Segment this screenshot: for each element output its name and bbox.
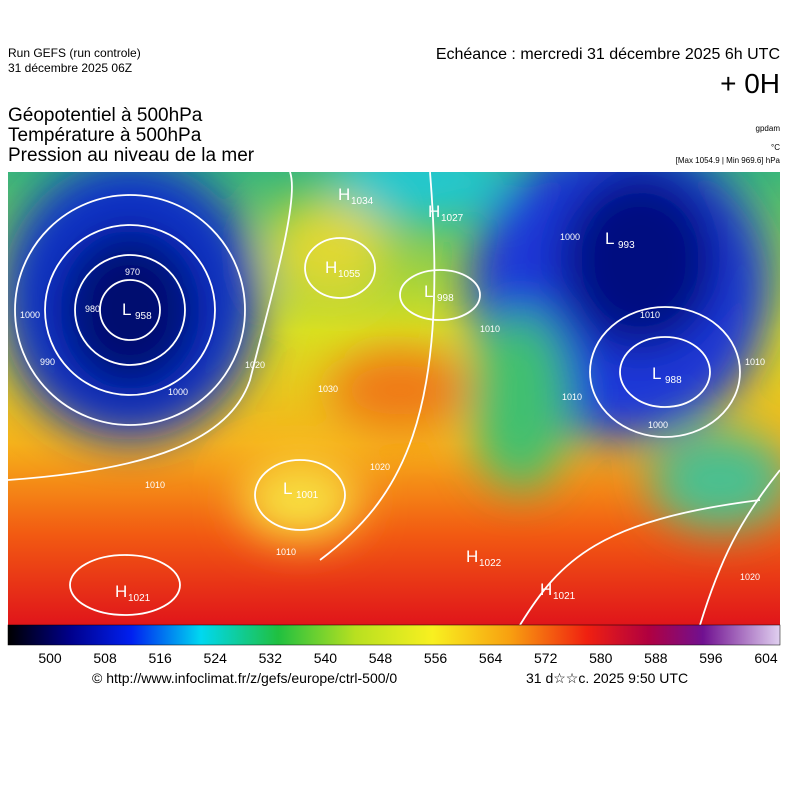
isobar-label: 1010 [276, 547, 296, 557]
isobar-label: 1000 [648, 420, 668, 430]
center-kind: L [122, 300, 131, 319]
isobar-label: 1020 [370, 462, 390, 472]
colorbar-label: 572 [534, 650, 558, 666]
center-kind: H [466, 547, 478, 566]
colorbar-label: 604 [754, 650, 778, 666]
center-kind: H [115, 582, 127, 601]
field [8, 172, 780, 625]
colorbar-label: 564 [479, 650, 503, 666]
unit: gpdam [755, 124, 780, 133]
center-kind: H [338, 185, 350, 204]
center-value: 1001 [296, 490, 319, 501]
center-kind: L [283, 479, 292, 498]
isobar-label: 970 [125, 267, 140, 277]
center-value: 1022 [479, 558, 502, 569]
isobar-label: 1030 [318, 384, 338, 394]
colorbar-label: 588 [644, 650, 668, 666]
center-value: 998 [437, 293, 454, 304]
colorbar-label: 516 [148, 650, 172, 666]
colorbar-label: 500 [38, 650, 62, 666]
run-date: 31 décembre 2025 06Z [8, 61, 133, 75]
title: Pression au niveau de la mer [8, 145, 255, 166]
echeance: Echéance : mercredi 31 décembre 2025 6h … [435, 46, 780, 63]
center-value: 1021 [128, 593, 151, 604]
colorbar-label: 508 [93, 650, 117, 666]
center-value: 1034 [351, 196, 374, 207]
colorbar-label: 540 [314, 650, 338, 666]
unit: °C [771, 143, 780, 152]
isobar-label: 980 [85, 304, 100, 314]
isobar-label: 1010 [562, 392, 582, 402]
colorbar-label: 524 [204, 650, 228, 666]
colorbar-label: 548 [369, 650, 393, 666]
center-kind: L [424, 282, 433, 301]
center-kind: H [428, 202, 440, 221]
isobar-label: 1010 [640, 310, 660, 320]
isobar-label: 1020 [740, 572, 760, 582]
center-value: 958 [135, 311, 152, 322]
center-kind: H [325, 258, 337, 277]
colorbar-label: 580 [589, 650, 613, 666]
title: Géopotentiel à 500hPa [8, 105, 203, 126]
isobar-label: 1000 [168, 387, 188, 397]
center-value: 988 [665, 375, 682, 386]
run: Run GEFS (run controle) [8, 46, 141, 60]
colorbar-label: 556 [424, 650, 448, 666]
isobar-label: 1010 [480, 324, 500, 334]
center-value: 1055 [338, 269, 361, 280]
colorbar-label: 532 [259, 650, 283, 666]
timestamp: 31 d☆☆c. 2025 9:50 UTC [526, 670, 689, 686]
isobar-label: 1010 [145, 480, 165, 490]
unit: [Max 1054.9 | Min 969.6] hPa [675, 156, 780, 165]
isobar-label: 1020 [245, 360, 265, 370]
center-kind: L [605, 229, 614, 248]
isobar-label: 990 [40, 357, 55, 367]
center-kind: L [652, 364, 661, 383]
isobar-label: 1010 [745, 357, 765, 367]
center-value: 1027 [441, 213, 464, 224]
lead: + 0H [720, 68, 780, 99]
title: Température à 500hPa [8, 125, 202, 146]
center-value: 993 [618, 240, 635, 251]
credit: © http://www.infoclimat.fr/z/gefs/europe… [92, 670, 398, 686]
center-value: 1021 [553, 591, 576, 602]
isobar-label: 1000 [20, 310, 40, 320]
isobar-label: 1000 [560, 232, 580, 242]
colorbar-label: 596 [699, 650, 723, 666]
center-kind: H [540, 580, 552, 599]
